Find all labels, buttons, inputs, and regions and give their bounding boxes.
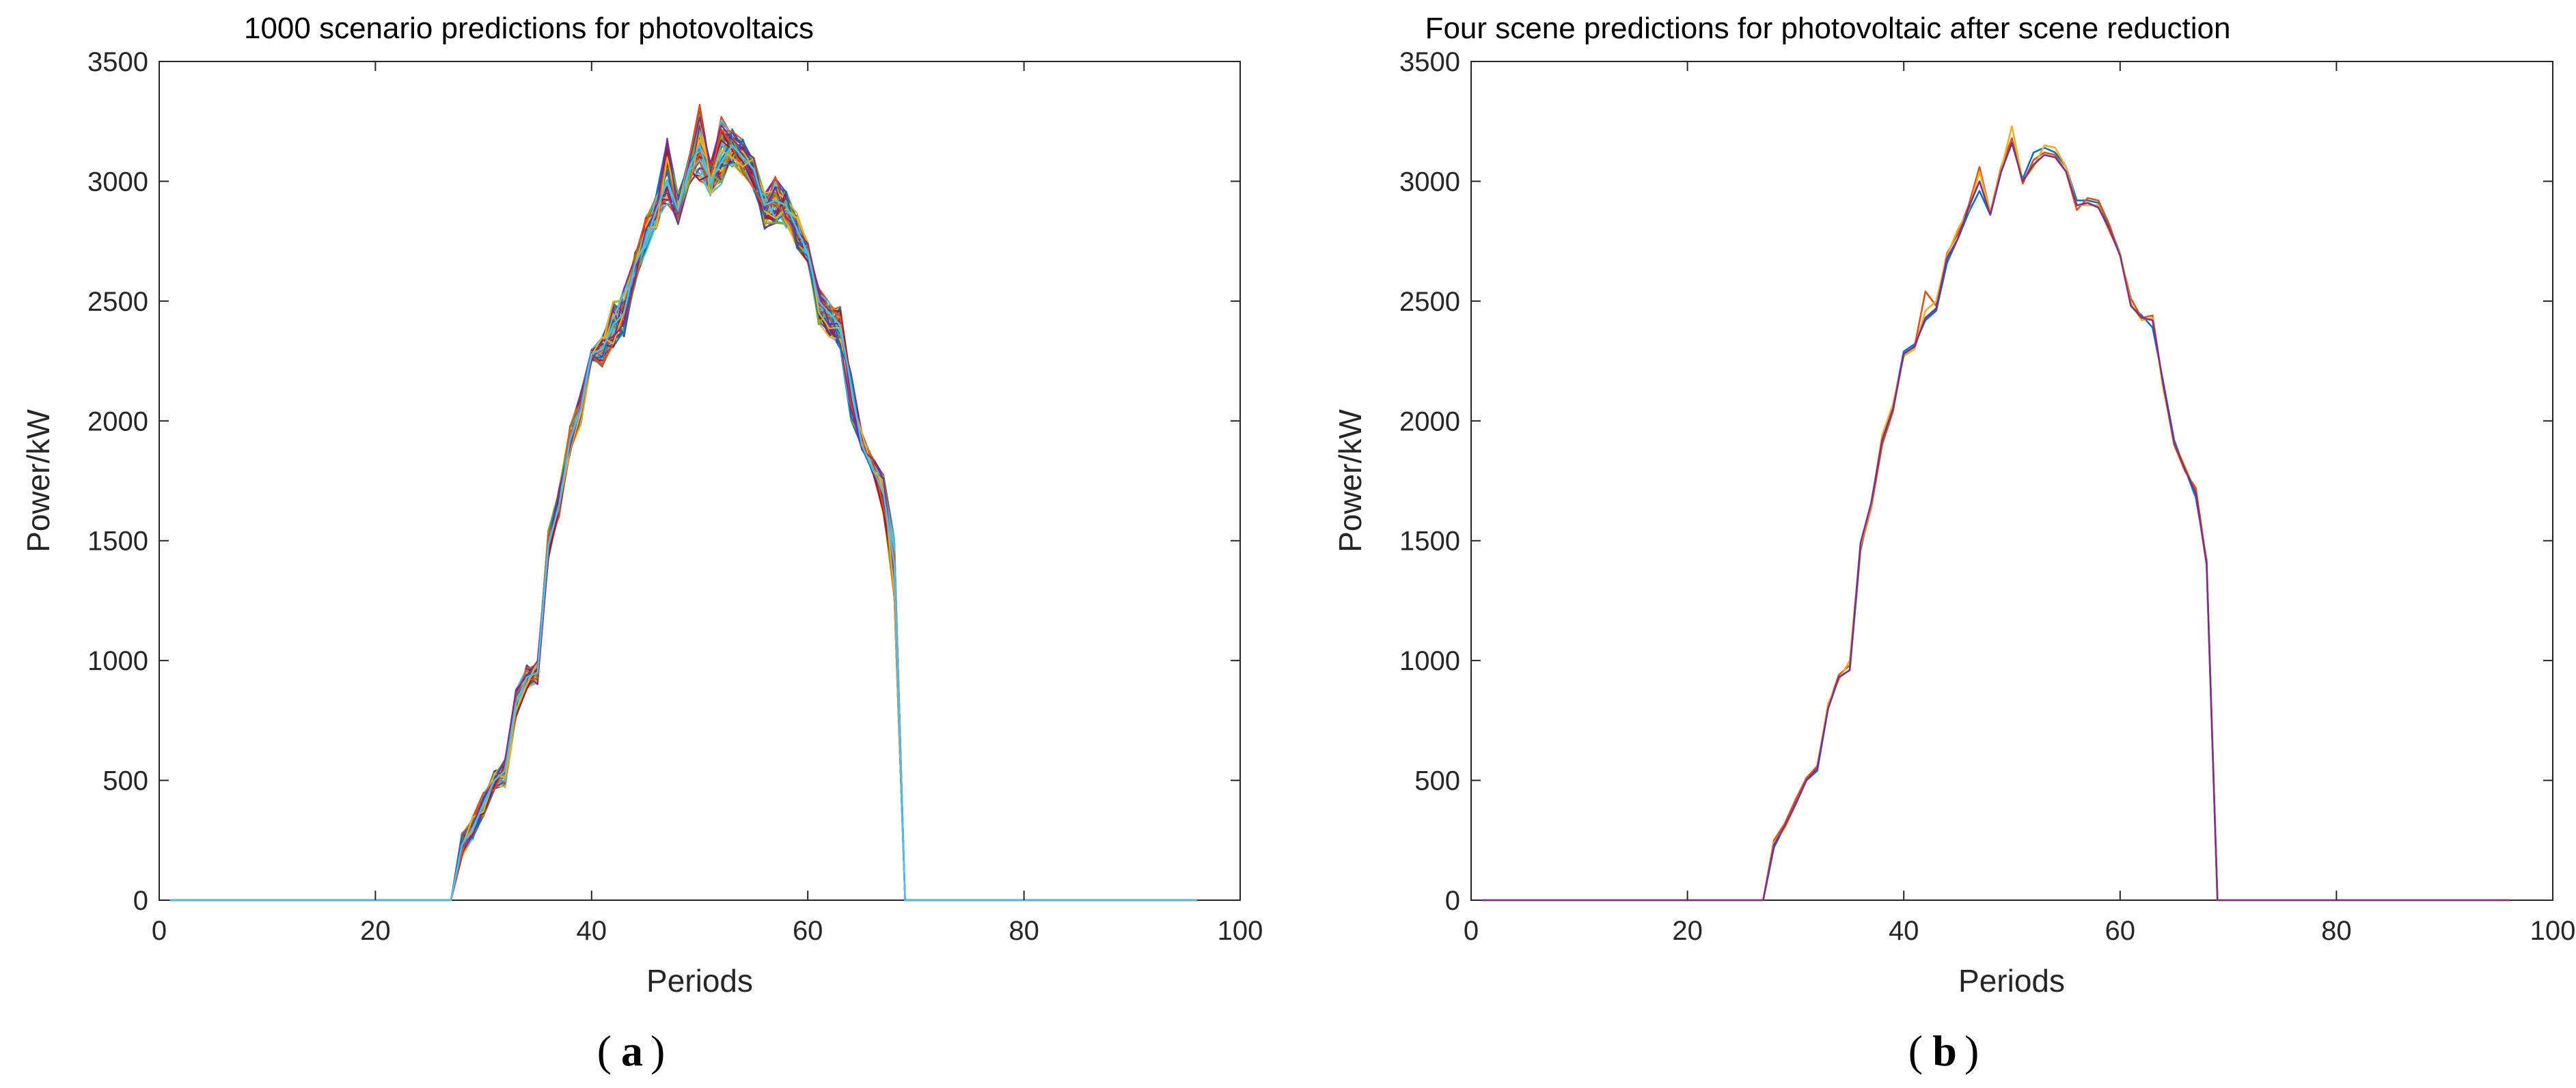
- panel-b-caption: ( b ): [1908, 1027, 1979, 1075]
- svg-text:): ): [1964, 1027, 1979, 1075]
- panel-a-x-tick-label: 100: [1218, 916, 1263, 946]
- panel-a-scenario-line: [169, 143, 1197, 902]
- panel-a-plot-area: [159, 61, 1241, 901]
- panel-a-y-tick-label: 2000: [87, 406, 148, 436]
- panel-a-lines: [169, 104, 1197, 902]
- panel-a-y-tick-label: 2500: [87, 287, 148, 317]
- panel-a-chart: 1000 scenario predictions for photovolta…: [20, 12, 1263, 999]
- panel-b-y-axis-label: Power/kW: [1332, 409, 1368, 553]
- panel-b-y-tick-label: 2500: [1399, 287, 1460, 317]
- panel-b-x-tick-label: 100: [2530, 916, 2576, 946]
- panel-b-y-tick-label: 500: [1414, 766, 1460, 796]
- panel-b-y-tick-label: 1500: [1399, 527, 1460, 557]
- panel-b-plot-area: [1470, 61, 2553, 901]
- svg-text:(: (: [597, 1027, 612, 1075]
- panel-b-x-ticks: 0 20 40 60 80 100: [1464, 61, 2576, 946]
- panel-a-x-tick-label: 0: [152, 916, 167, 946]
- panel-a-x-tick-label: 80: [1009, 916, 1039, 946]
- panel-b-chart: Four scene predictions for photovoltaic …: [1332, 12, 2575, 999]
- panel-a-y-tick-label: 1000: [87, 646, 148, 676]
- panel-a-y-tick-label: 500: [102, 766, 148, 796]
- panel-a-title: 1000 scenario predictions for photovolta…: [244, 12, 814, 45]
- panel-b-series-line-4: [1481, 142, 2510, 902]
- panel-b-y-tick-label: 2000: [1399, 406, 1460, 436]
- panel-a-x-tick-label: 60: [793, 916, 823, 946]
- panel-a-y-tick-label: 1500: [87, 527, 148, 557]
- panel-a-y-axis-label: Power/kW: [20, 409, 56, 553]
- panel-b-x-tick-label: 20: [1672, 916, 1703, 946]
- svg-text:(: (: [1908, 1027, 1923, 1075]
- panel-b-x-axis-label: Periods: [1958, 963, 2065, 999]
- panel-b-y-tick-label: 3000: [1399, 167, 1460, 197]
- panel-b-x-tick-label: 60: [2105, 916, 2136, 946]
- panel-a-x-axis-label: Periods: [646, 963, 753, 999]
- panel-b-y-tick-label: 1000: [1399, 646, 1460, 676]
- panel-b-lines: [1481, 125, 2510, 902]
- panel-a-y-tick-label: 3500: [87, 47, 148, 77]
- panel-a-x-tick-label: 20: [360, 916, 391, 946]
- panel-a-y-tick-label: 3000: [87, 167, 148, 197]
- panel-a-caption: ( a ): [597, 1027, 666, 1075]
- panel-b-letter: b: [1932, 1027, 1957, 1075]
- panel-a-y-tick-label: 0: [133, 886, 148, 916]
- panel-b-x-tick-label: 80: [2321, 916, 2352, 946]
- panel-a-letter: a: [621, 1027, 643, 1075]
- panel-b-y-tick-label: 3500: [1399, 47, 1460, 77]
- panel-a-x-ticks: 0 20 40 60 80 100: [152, 61, 1263, 946]
- panel-a-y-ticks: 0 500 1000 1500 2000 2500 3000 3500: [87, 47, 1240, 916]
- panel-b-x-tick-label: 0: [1464, 916, 1479, 946]
- panel-b-title: Four scene predictions for photovoltaic …: [1425, 12, 2231, 45]
- panel-b-y-ticks: 0 500 1000 1500 2000 2500 3000 3500: [1399, 47, 2553, 916]
- svg-text:): ): [650, 1027, 665, 1075]
- panel-a-x-tick-label: 40: [577, 916, 607, 946]
- panel-b-y-tick-label: 0: [1445, 886, 1460, 916]
- panel-b-x-tick-label: 40: [1889, 916, 1919, 946]
